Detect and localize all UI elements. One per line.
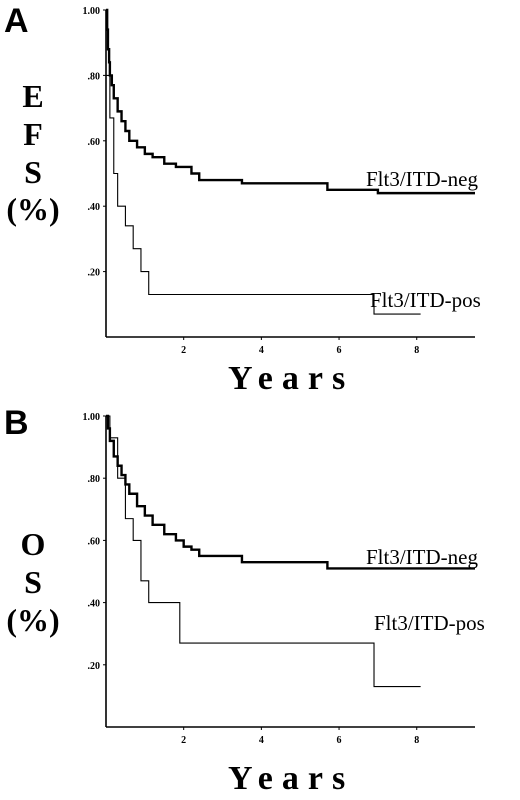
x-tick-label: 6 [337,345,342,356]
y-tick-label: .20 [88,268,101,279]
km-curve-itd-pos [106,415,421,688]
x-tick-label: 4 [259,345,264,356]
panel-b-os: B O S (%) Years .20 .40 .60 .80 1.00 2 4 6 8 Flt3… [0,400,520,800]
x-tick-label: 4 [259,735,264,746]
km-curve-itd-neg [106,414,475,570]
y-axis-label-line: (%) [6,601,60,638]
y-axis-label: O S (%) [6,526,60,639]
series-label: Flt3/ITD-neg [366,167,478,191]
series-label: Flt3/ITD-neg [366,545,478,569]
y-tick-label: .80 [88,71,101,82]
x-axis-label: Years [228,760,355,797]
y-tick-label: .20 [88,661,101,672]
x-axis-label: Years [228,360,355,397]
km-plot-efs: .20 .40 .60 .80 1.00 2 4 6 8 Flt3/ITD-neg Flt3/ITD… [83,6,481,356]
series-label: Flt3/ITD-pos [370,288,481,312]
y-tick-label: .80 [88,474,101,485]
y-axis-label-line: (%) [6,191,60,228]
y-axis-label-line: S [24,153,42,190]
y-tick-label: 1.00 [83,412,101,423]
x-tick-label: 8 [414,735,419,746]
x-tick-label: 2 [181,345,186,356]
panel-letter: B [4,404,29,442]
y-tick-label: 1.00 [83,6,101,17]
panel-a-efs: A E F S (%) Years .20 .40 .60 .80 1.00 2 4 6 8 Fl… [4,2,481,397]
y-axis-label: E F S (%) [6,78,60,229]
y-tick-label: .60 [88,137,101,148]
y-axis-label-line: O [20,526,46,562]
y-axis-label-line: F [23,115,43,152]
km-curve-itd-neg [105,8,475,195]
y-axis-label-line: S [24,563,42,600]
y-axis-label-line: E [22,78,44,114]
y-tick-label: .40 [88,599,101,610]
km-plot-os: .20 .40 .60 .80 1.00 2 4 6 8 Flt3/ITD-neg Flt3/ITD… [83,412,485,746]
x-tick-label: 2 [181,735,186,746]
x-tick-label: 8 [414,345,419,356]
km-curve-itd-pos [106,74,421,315]
x-tick-label: 6 [337,735,342,746]
y-tick-label: .60 [88,536,101,547]
panel-letter: A [4,2,29,40]
y-tick-label: .40 [88,202,101,213]
series-label: Flt3/ITD-pos [374,611,485,635]
